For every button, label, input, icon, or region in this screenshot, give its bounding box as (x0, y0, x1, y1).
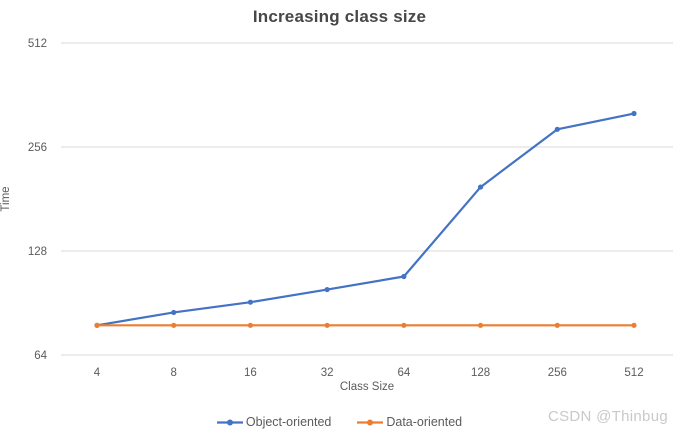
y-tick-label: 128 (28, 246, 47, 258)
x-tick-label: 256 (548, 367, 567, 379)
data-point-marker (401, 322, 407, 328)
legend-item-data-oriented: Data-oriented (357, 415, 462, 429)
data-point-marker (631, 322, 637, 328)
x-tick-label: 16 (244, 367, 257, 379)
legend-marker-data-oriented-icon (357, 418, 384, 427)
x-axis-title: Class Size (339, 381, 395, 393)
x-tick-label: 128 (471, 367, 490, 379)
data-point-marker (171, 309, 177, 316)
legend-label-data-oriented: Data-oriented (386, 415, 463, 429)
data-point-marker (631, 110, 637, 117)
data-point-marker (324, 322, 330, 328)
x-tick-label: 8 (171, 367, 177, 379)
data-point-marker (171, 322, 177, 328)
data-point-marker (554, 126, 560, 132)
series-line-object-oriented (96, 112, 635, 327)
x-tick-label: 32 (321, 367, 334, 379)
chart-title: Increasing class size (252, 7, 427, 26)
y-tick-label: 512 (28, 38, 47, 50)
data-point-marker (477, 184, 484, 190)
legend-marker-object-oriented-icon (216, 418, 243, 427)
watermark: CSDN @Thinbug (547, 408, 668, 425)
x-tick-label: 512 (624, 367, 643, 379)
y-axis-title-text: Time (0, 186, 12, 212)
data-point-marker (247, 322, 254, 328)
data-point-marker (94, 322, 100, 328)
y-tick-label: 64 (34, 350, 47, 362)
legend: Object-oriented Data-oriented (0, 412, 679, 432)
legend-item-object-oriented: Object-oriented (216, 415, 332, 429)
data-point-marker (247, 299, 254, 305)
data-point-marker (554, 322, 560, 328)
data-point-marker (401, 273, 407, 280)
legend-label-object-oriented: Object-oriented (245, 415, 332, 429)
data-point-marker (324, 286, 330, 293)
x-tick-label: 4 (94, 367, 101, 379)
y-tick-label: 256 (28, 142, 47, 154)
x-tick-label: 64 (397, 367, 410, 379)
data-point-marker (477, 322, 484, 328)
